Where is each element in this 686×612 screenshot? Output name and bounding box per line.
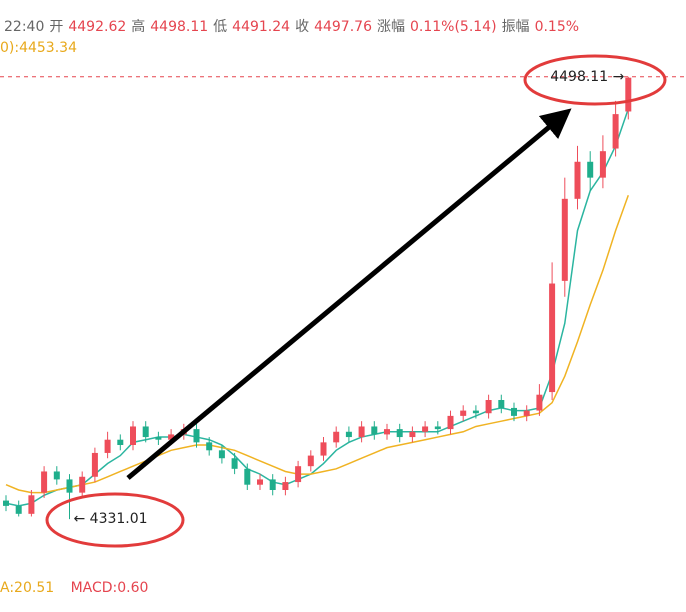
candle-body: [422, 426, 429, 432]
candle-body: [434, 426, 441, 430]
highlight-circle: [523, 54, 667, 106]
candle-body: [130, 426, 136, 445]
candle-body: [41, 471, 48, 493]
candle-body: [282, 482, 289, 490]
ma-line: [5, 108, 630, 507]
candle-body: [257, 479, 263, 485]
candle-body: [460, 410, 467, 416]
highlight-circle: [45, 492, 185, 548]
info-value: 0.11%(5.14): [409, 19, 497, 35]
info-label: 振幅: [501, 19, 530, 35]
candle-body: [574, 161, 581, 199]
candle-body: [15, 505, 22, 514]
info-label: 收: [295, 19, 310, 35]
candle-body: [91, 452, 98, 477]
info-value: 4491.24: [232, 19, 291, 35]
ma-line: [5, 195, 630, 494]
candle-body: [409, 431, 416, 438]
candle-body: [104, 439, 111, 453]
candle-body: [168, 434, 175, 440]
candle-body: [206, 442, 213, 451]
candle-body: [561, 198, 568, 281]
candle-body: [523, 410, 530, 416]
candle-body: [536, 394, 543, 411]
info-label: 涨幅: [376, 19, 405, 35]
info-label: 22:40: [4, 19, 45, 35]
candle-body: [587, 161, 594, 178]
info-value: 0.15%: [534, 19, 580, 35]
candle-body: [345, 431, 352, 438]
candle-body: [117, 439, 124, 445]
candle-body: [269, 479, 276, 490]
candle-body: [295, 466, 302, 483]
candle-body: [447, 415, 454, 430]
quote-header: 22:40 开 4492.62 高 4498.11 低 4491.24 收 4497.76 涨幅 0…: [4, 16, 584, 36]
candle-body: [193, 429, 200, 443]
candle-body: [66, 479, 73, 493]
trend-arrow: [126, 108, 572, 480]
candle-body: [384, 429, 390, 435]
ma-label: 0):4453.34: [0, 40, 77, 56]
candle-body: [79, 476, 86, 493]
indicator-value: MACD:0.60: [70, 580, 149, 596]
candle-body: [599, 151, 606, 178]
info-label: 高: [131, 19, 146, 35]
info-label: 开: [49, 19, 64, 35]
candle-body: [142, 426, 149, 438]
candle-body: [307, 455, 314, 467]
candle-body: [244, 468, 251, 485]
candle-body: [155, 437, 162, 440]
candle-body: [511, 407, 517, 416]
candle-body: [28, 495, 35, 514]
info-label: 低: [213, 19, 228, 35]
candle-body: [53, 471, 60, 480]
candle-body: [549, 283, 556, 393]
candle-body: [485, 400, 492, 414]
indicator-value: A:20.51: [0, 580, 55, 596]
info-value: 4497.76: [314, 19, 372, 35]
candle-body: [333, 431, 340, 443]
candle-body: [472, 410, 479, 414]
candle-body: [612, 114, 619, 149]
extreme-label: ← 4331.01: [74, 511, 148, 527]
candle-body: [371, 426, 378, 435]
info-value: 4498.11: [150, 19, 209, 35]
candle-body: [3, 500, 9, 506]
candle-body: [218, 450, 225, 459]
info-value: 4492.62: [68, 19, 127, 35]
extreme-label: 4498.11 →: [550, 69, 624, 85]
candle-body: [625, 77, 632, 112]
indicator-footer: A:20.51 MACD:0.60: [0, 580, 148, 596]
candle-body: [498, 400, 505, 408]
candle-body: [231, 458, 238, 469]
candle-body: [358, 426, 365, 438]
candle-body: [320, 442, 327, 456]
candle-body: [396, 429, 403, 438]
